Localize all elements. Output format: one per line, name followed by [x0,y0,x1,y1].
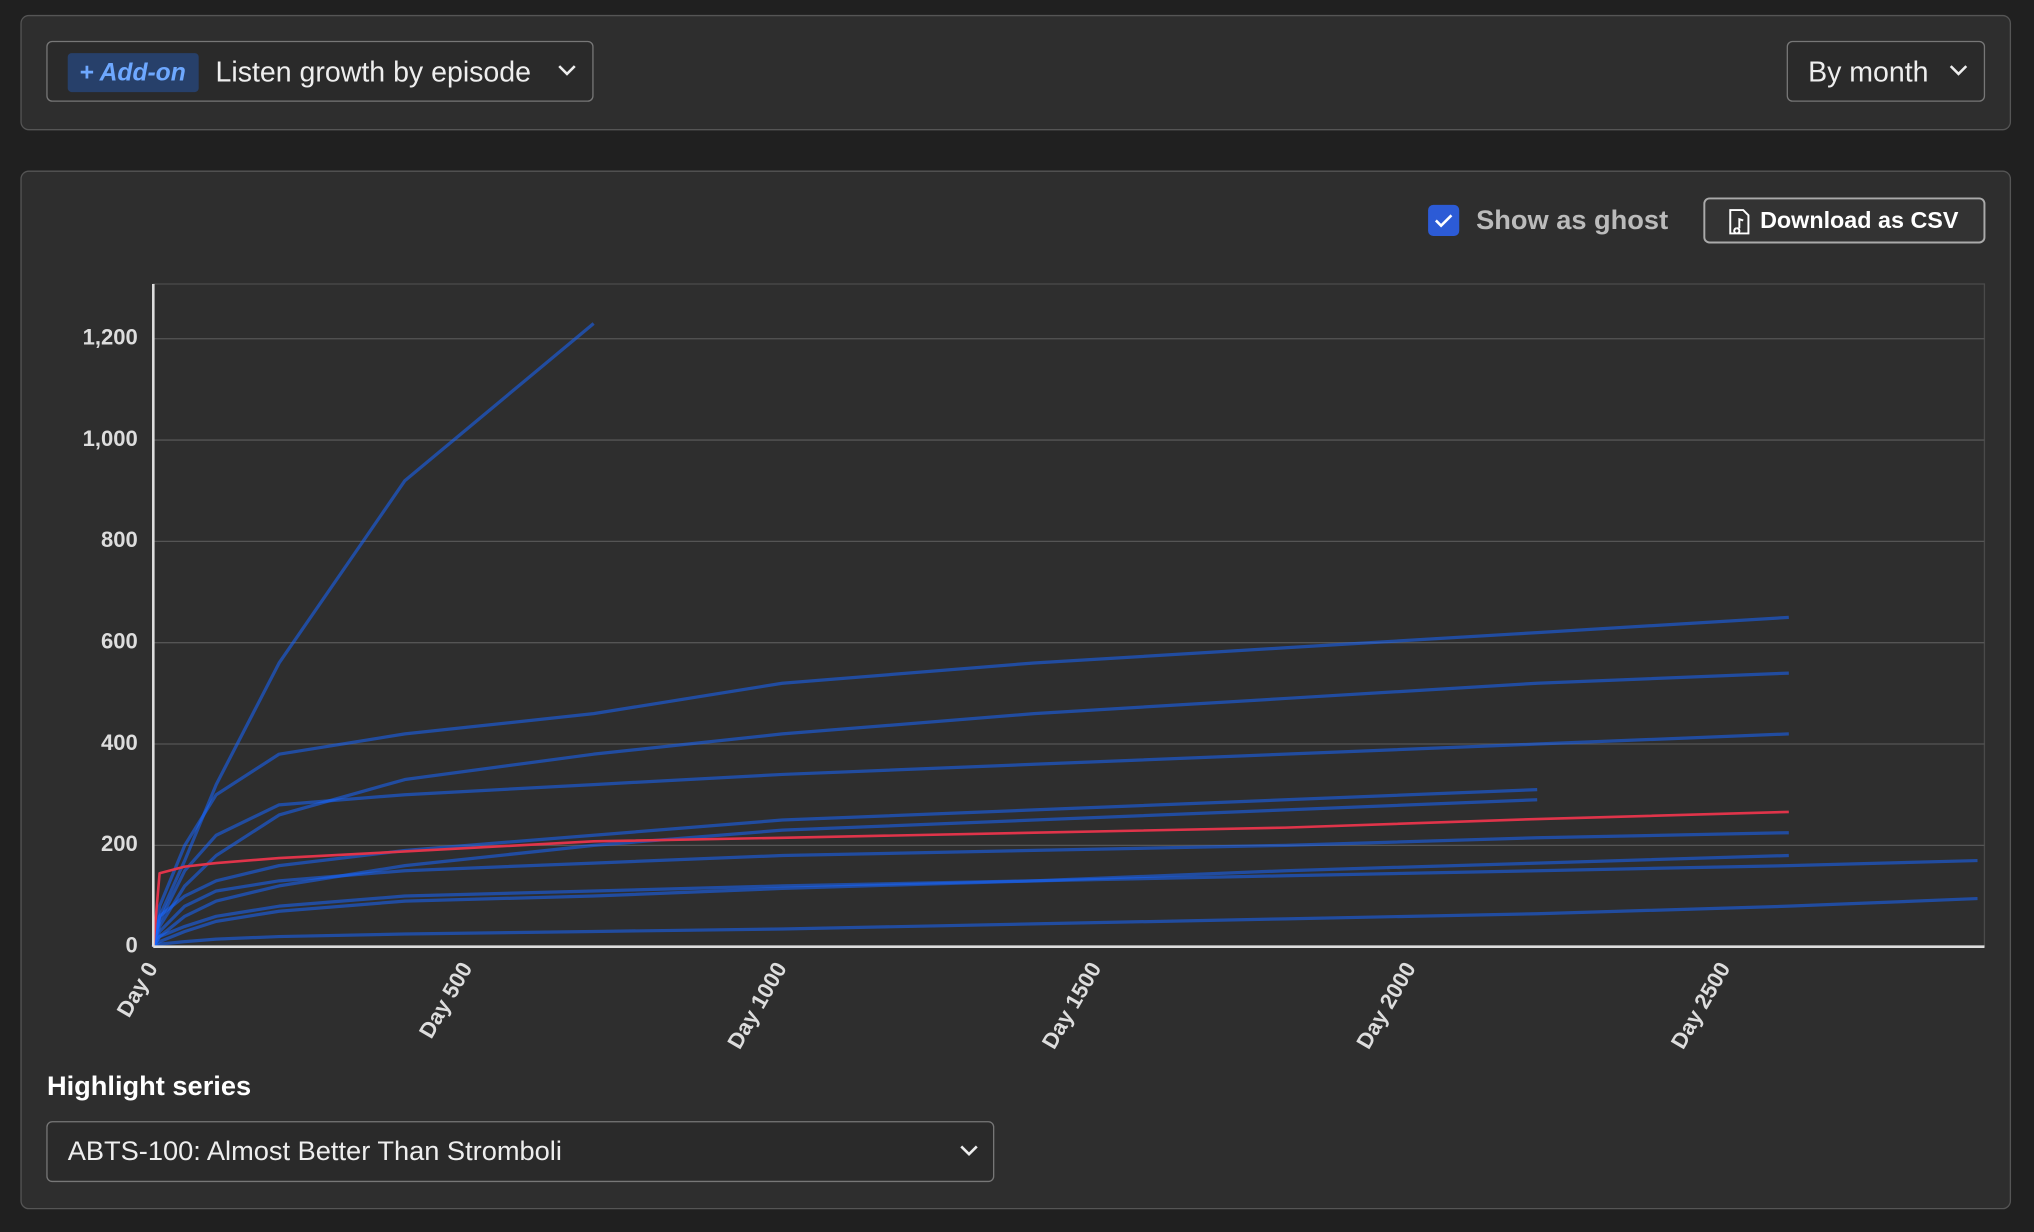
addon-badge-text: + Add-on [79,59,185,86]
y-tick-label: 1,000 [83,426,138,451]
y-tick-label: 800 [101,527,138,552]
period-dropdown[interactable] [1786,40,1986,102]
download-button[interactable] [1703,197,1986,244]
series-line [151,798,1538,948]
checkmark [1434,214,1453,228]
addon-badge [67,53,199,93]
chevron [960,1145,978,1157]
y-tick-label: 0 [125,933,137,958]
ghost-checkbox[interactable] [1428,204,1460,237]
y-tick-label: 400 [101,730,138,755]
series-line [151,732,1789,948]
series-line [151,671,1789,948]
file-icon [1729,209,1750,235]
ghost-label: Show as ghost [1476,204,1668,235]
chart-panel [20,170,2012,1210]
highlight-value: ABTS-100: Almost Better Than Stromboli [68,1135,562,1166]
highlight-label: Highlight series [47,1070,251,1101]
download-text: Download as CSV [1760,207,1959,233]
series-line [151,831,1789,948]
highlight-dropdown[interactable] [46,1121,995,1183]
series-line [151,858,1978,948]
series-line [152,896,1978,949]
chevron [558,65,576,76]
y-tick-label: 200 [101,831,138,856]
period-text: By month [1808,56,1928,88]
y-tick-label: 600 [101,629,138,654]
series-line [151,615,1789,947]
y-tick-label: 1,200 [83,325,138,350]
series-line [152,810,1789,947]
report-name: Listen growth by episode [216,56,531,88]
series-line [152,853,1789,948]
chevron [1949,65,1968,76]
